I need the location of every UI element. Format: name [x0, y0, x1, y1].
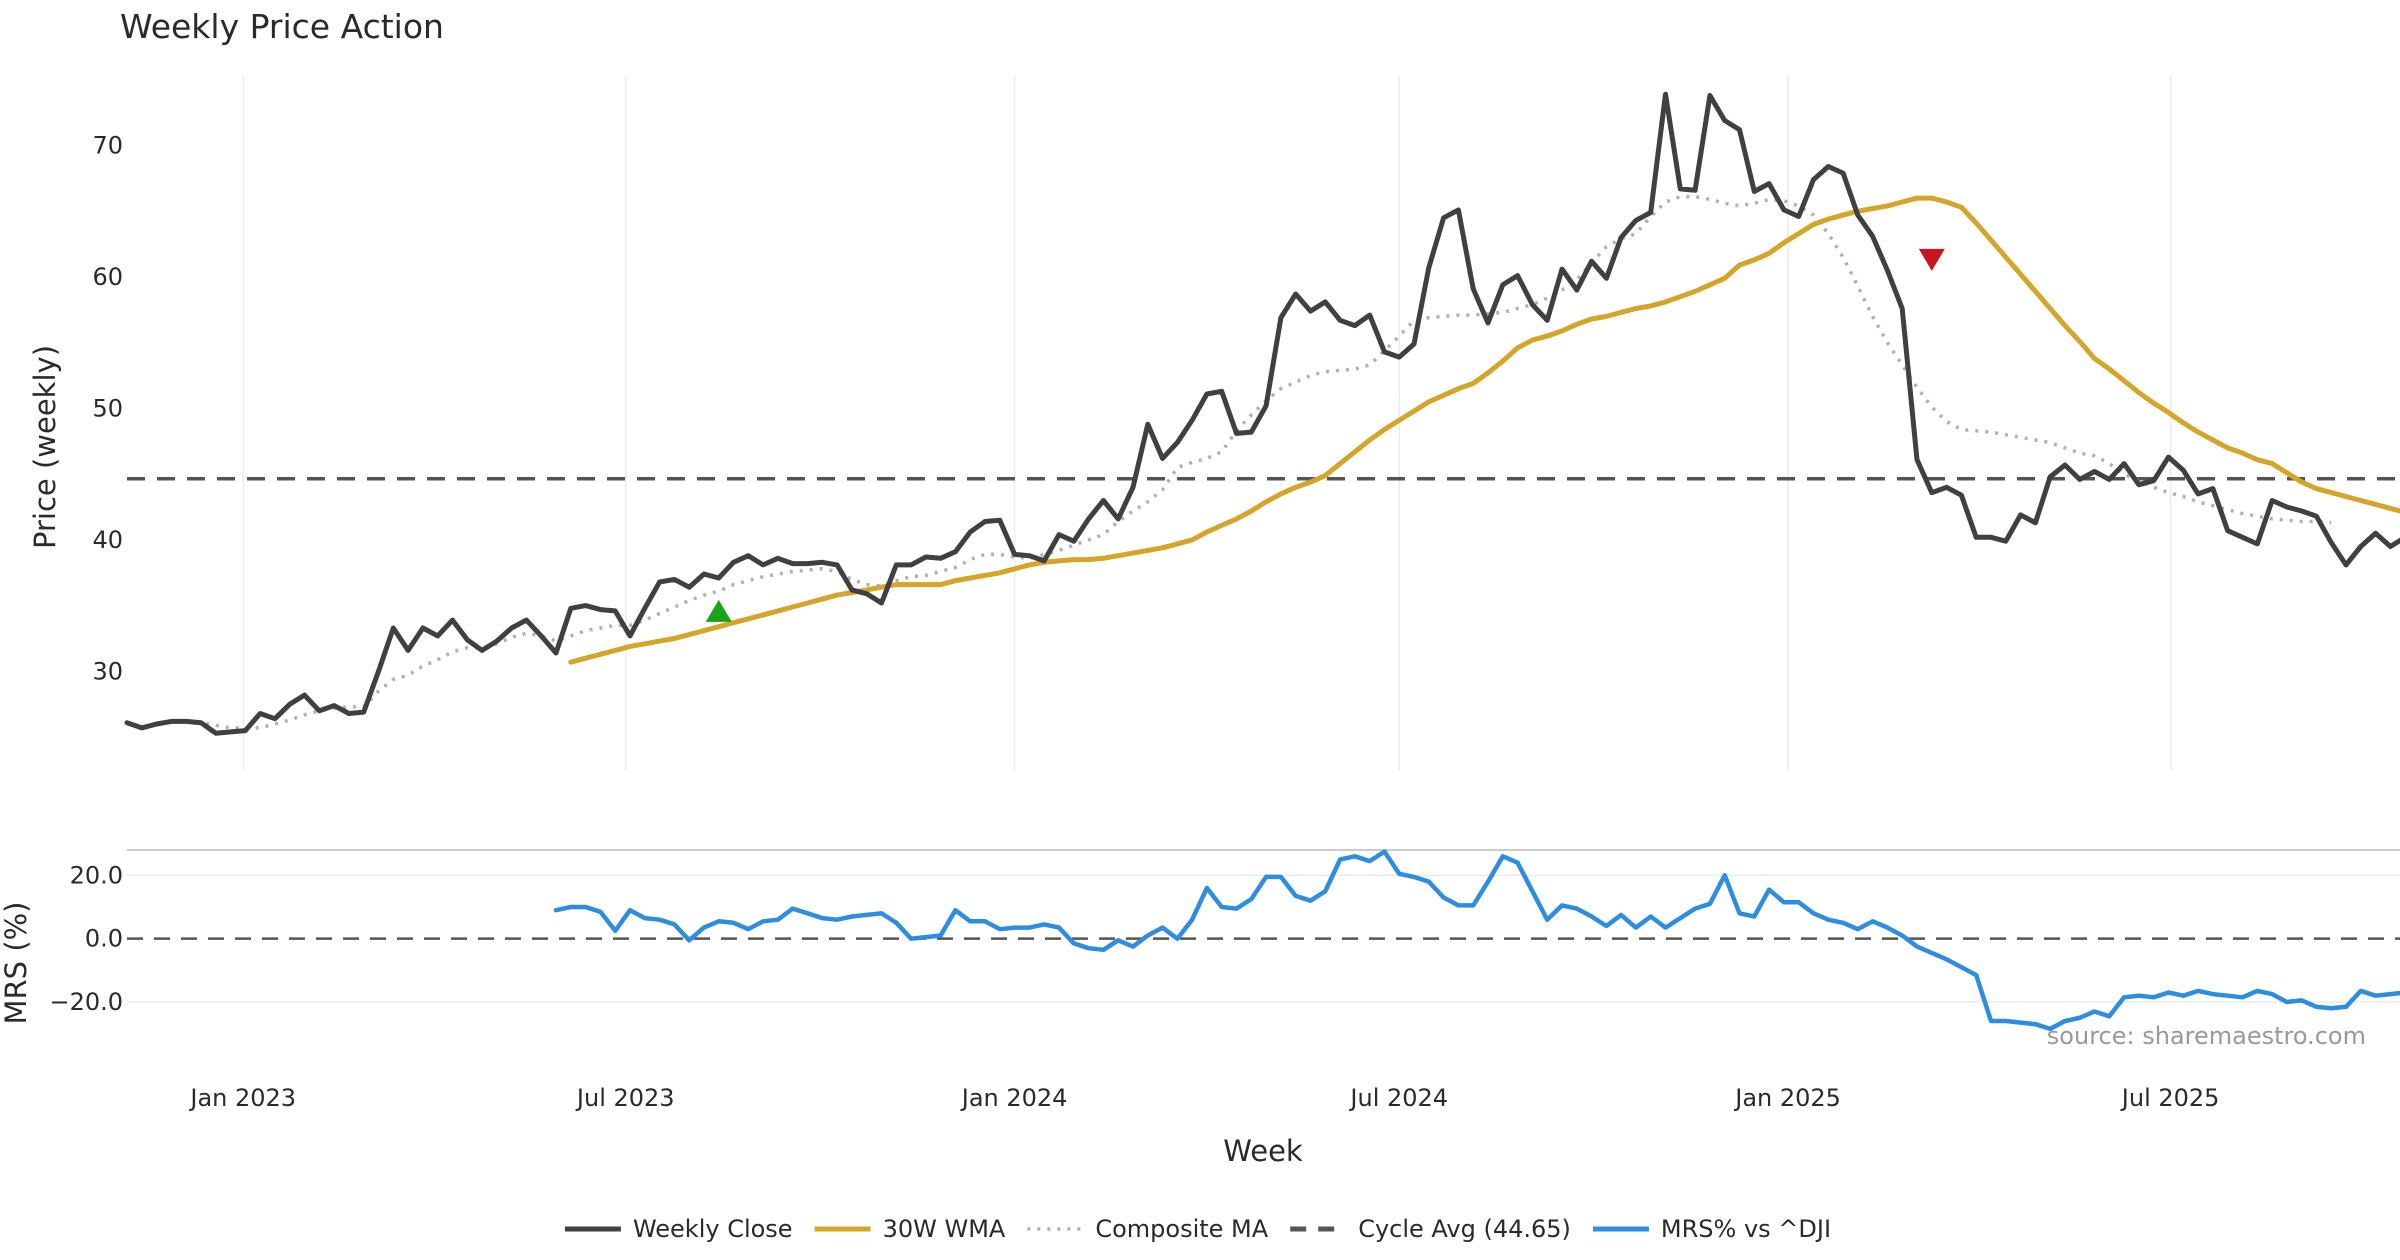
price-y-tick-label: 30 [92, 657, 123, 685]
price-y-tick-label: 70 [92, 131, 123, 159]
mrs-line [553, 849, 2400, 1032]
mrs-y-axis-label: MRS (%) [0, 902, 33, 1025]
x-axis-label: Week [1223, 1134, 1303, 1168]
legend-label: MRS% vs ^DJI [1661, 1215, 1831, 1243]
mrs-y-tick-label: 20.0 [70, 861, 123, 889]
mrs-panel-grid [127, 874, 2400, 1003]
signal-markers [705, 248, 1945, 622]
mrs-y-ticks: 20.0 0.0 −20.0 [49, 861, 123, 1016]
price-series-group [124, 91, 2400, 736]
composite-ma-line [186, 194, 2332, 730]
price-y-tick-label: 40 [92, 526, 123, 554]
x-tick-label: Jan 2025 [1733, 1084, 1841, 1112]
price-y-tick-label: 60 [92, 263, 123, 291]
weekly-close-line [124, 91, 2400, 736]
legend-label: 30W WMA [883, 1215, 1006, 1243]
legend: Weekly Close 30W WMA Composite MA Cycle Avg… [564, 1215, 1831, 1243]
legend-label: Weekly Close [633, 1215, 793, 1243]
mrs-y-tick-label: 0.0 [85, 925, 123, 953]
chart-title: Weekly Price Action [120, 7, 444, 46]
mrs-series-group [127, 849, 2400, 1032]
x-tick-label: Jan 2024 [960, 1084, 1068, 1112]
x-tick-label: Jul 2024 [1348, 1084, 1448, 1112]
x-tick-label: Jan 2023 [188, 1084, 296, 1112]
x-tick-label: Jul 2025 [2120, 1084, 2220, 1112]
watermark: source: sharemaestro.com [2047, 1022, 2366, 1050]
price-panel-grid [242, 76, 2172, 770]
price-y-tick-label: 50 [92, 394, 123, 422]
mrs-y-tick-label: −20.0 [49, 988, 123, 1016]
x-ticks: Jan 2023 Jul 2023 Jan 2024 Jul 2024 Jan 2025… [188, 1084, 2219, 1112]
price-y-axis-label: Price (weekly) [28, 345, 62, 549]
legend-label: Cycle Avg (44.65) [1358, 1215, 1571, 1243]
buy-signal-marker [705, 599, 732, 622]
sell-signal-marker [1918, 248, 1945, 271]
price-y-ticks: 30 40 50 60 70 [92, 131, 123, 685]
legend-label: Composite MA [1095, 1215, 1268, 1243]
x-tick-label: Jul 2023 [575, 1084, 675, 1112]
30w-wma-line [568, 195, 2400, 665]
